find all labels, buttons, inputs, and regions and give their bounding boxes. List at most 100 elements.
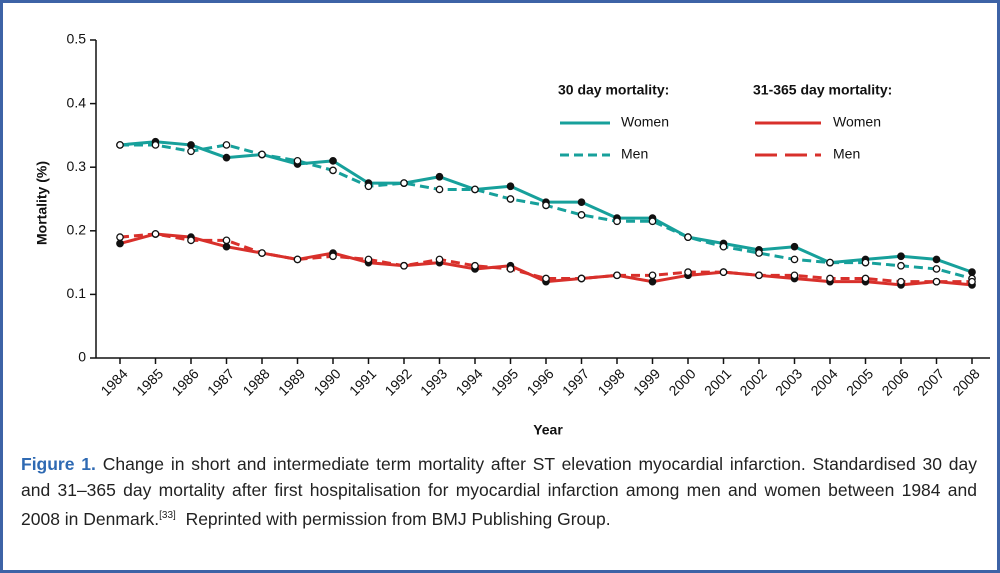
x-tick-label: 2008 bbox=[949, 365, 982, 398]
x-tick-label: 1990 bbox=[310, 365, 343, 398]
point bbox=[648, 271, 657, 280]
x-tick-label: 1991 bbox=[346, 365, 379, 398]
x-tick-label: 1994 bbox=[452, 365, 485, 398]
legend-label: Women bbox=[833, 114, 881, 130]
point bbox=[293, 156, 302, 165]
point bbox=[116, 239, 124, 248]
point bbox=[258, 249, 266, 257]
x-tick-label: 2001 bbox=[701, 365, 734, 398]
y-tick-label: 0 bbox=[78, 349, 86, 365]
point bbox=[329, 252, 337, 261]
point bbox=[222, 236, 231, 245]
caption-label: Figure 1. bbox=[21, 454, 96, 474]
y-axis-title: Mortality (%) bbox=[34, 161, 50, 245]
point bbox=[222, 141, 231, 149]
point bbox=[719, 268, 728, 276]
series-line bbox=[120, 143, 973, 280]
point bbox=[755, 249, 763, 257]
point bbox=[932, 255, 941, 264]
y-tick-label: 0.3 bbox=[67, 158, 87, 174]
x-tick-label: 2007 bbox=[914, 365, 947, 398]
point bbox=[116, 233, 124, 242]
point bbox=[897, 277, 905, 286]
point bbox=[648, 277, 657, 286]
x-tick-label: 2006 bbox=[878, 365, 911, 398]
point bbox=[613, 217, 621, 226]
x-tick-label: 1985 bbox=[133, 365, 166, 398]
point bbox=[506, 265, 515, 273]
point bbox=[506, 195, 515, 203]
caption-text-after: Reprinted with permission from BMJ Publi… bbox=[185, 508, 611, 529]
point bbox=[577, 198, 586, 207]
point bbox=[116, 141, 124, 149]
point bbox=[222, 153, 231, 162]
caption-text: Change in short and intermediate term mo… bbox=[21, 454, 977, 529]
point bbox=[435, 255, 444, 264]
point bbox=[932, 277, 941, 286]
point bbox=[968, 277, 976, 286]
legend-label: Men bbox=[833, 146, 860, 162]
point bbox=[897, 261, 905, 270]
point bbox=[187, 147, 195, 156]
x-tick-label: 1989 bbox=[275, 365, 308, 398]
x-tick-label: 1986 bbox=[168, 365, 201, 398]
x-tick-label: 1995 bbox=[488, 365, 521, 398]
point bbox=[755, 271, 763, 280]
point bbox=[684, 268, 692, 276]
x-tick-label: 1987 bbox=[204, 365, 237, 398]
x-tick-label: 1996 bbox=[523, 365, 556, 398]
point bbox=[471, 185, 479, 194]
point bbox=[790, 271, 799, 280]
point bbox=[826, 258, 834, 267]
x-tick-label: 2003 bbox=[772, 365, 805, 398]
point bbox=[506, 182, 515, 191]
point bbox=[861, 258, 870, 267]
point bbox=[187, 236, 195, 245]
point bbox=[613, 271, 621, 280]
legend-title: 30 day mortality: bbox=[558, 82, 669, 98]
legend-label: Men bbox=[621, 146, 648, 162]
caption-ref: [33] bbox=[159, 510, 176, 521]
legend-title: 31-365 day mortality: bbox=[753, 82, 892, 98]
point bbox=[435, 172, 444, 181]
point bbox=[258, 150, 266, 159]
point bbox=[364, 255, 373, 264]
y-tick-label: 0.5 bbox=[67, 31, 87, 47]
point bbox=[932, 265, 941, 273]
point bbox=[790, 255, 799, 264]
y-tick-label: 0.1 bbox=[67, 285, 87, 301]
point bbox=[187, 141, 195, 149]
point bbox=[542, 274, 550, 283]
point bbox=[968, 268, 976, 276]
point bbox=[151, 141, 160, 149]
x-tick-label: 1998 bbox=[594, 365, 627, 398]
point bbox=[861, 274, 870, 283]
x-tick-label: 1993 bbox=[417, 365, 450, 398]
point bbox=[897, 252, 905, 261]
point bbox=[329, 166, 337, 175]
x-tick-label: 2000 bbox=[665, 365, 698, 398]
point bbox=[684, 233, 692, 242]
point bbox=[293, 255, 302, 264]
x-tick-label: 1992 bbox=[381, 365, 414, 398]
x-tick-label: 2005 bbox=[843, 365, 876, 398]
point bbox=[151, 230, 160, 238]
point bbox=[577, 274, 586, 283]
x-tick-label: 1997 bbox=[559, 365, 592, 398]
point bbox=[648, 217, 657, 226]
point bbox=[400, 179, 408, 187]
y-tick-label: 0.2 bbox=[67, 222, 87, 238]
point bbox=[542, 201, 550, 210]
point bbox=[329, 156, 337, 165]
x-tick-label: 1984 bbox=[97, 365, 130, 398]
point bbox=[222, 242, 231, 251]
point bbox=[577, 211, 586, 219]
point bbox=[471, 261, 479, 270]
y-tick-label: 0.4 bbox=[67, 94, 87, 110]
point bbox=[435, 185, 444, 194]
x-tick-label: 1988 bbox=[239, 365, 272, 398]
point bbox=[364, 182, 373, 191]
series-line bbox=[119, 232, 972, 284]
